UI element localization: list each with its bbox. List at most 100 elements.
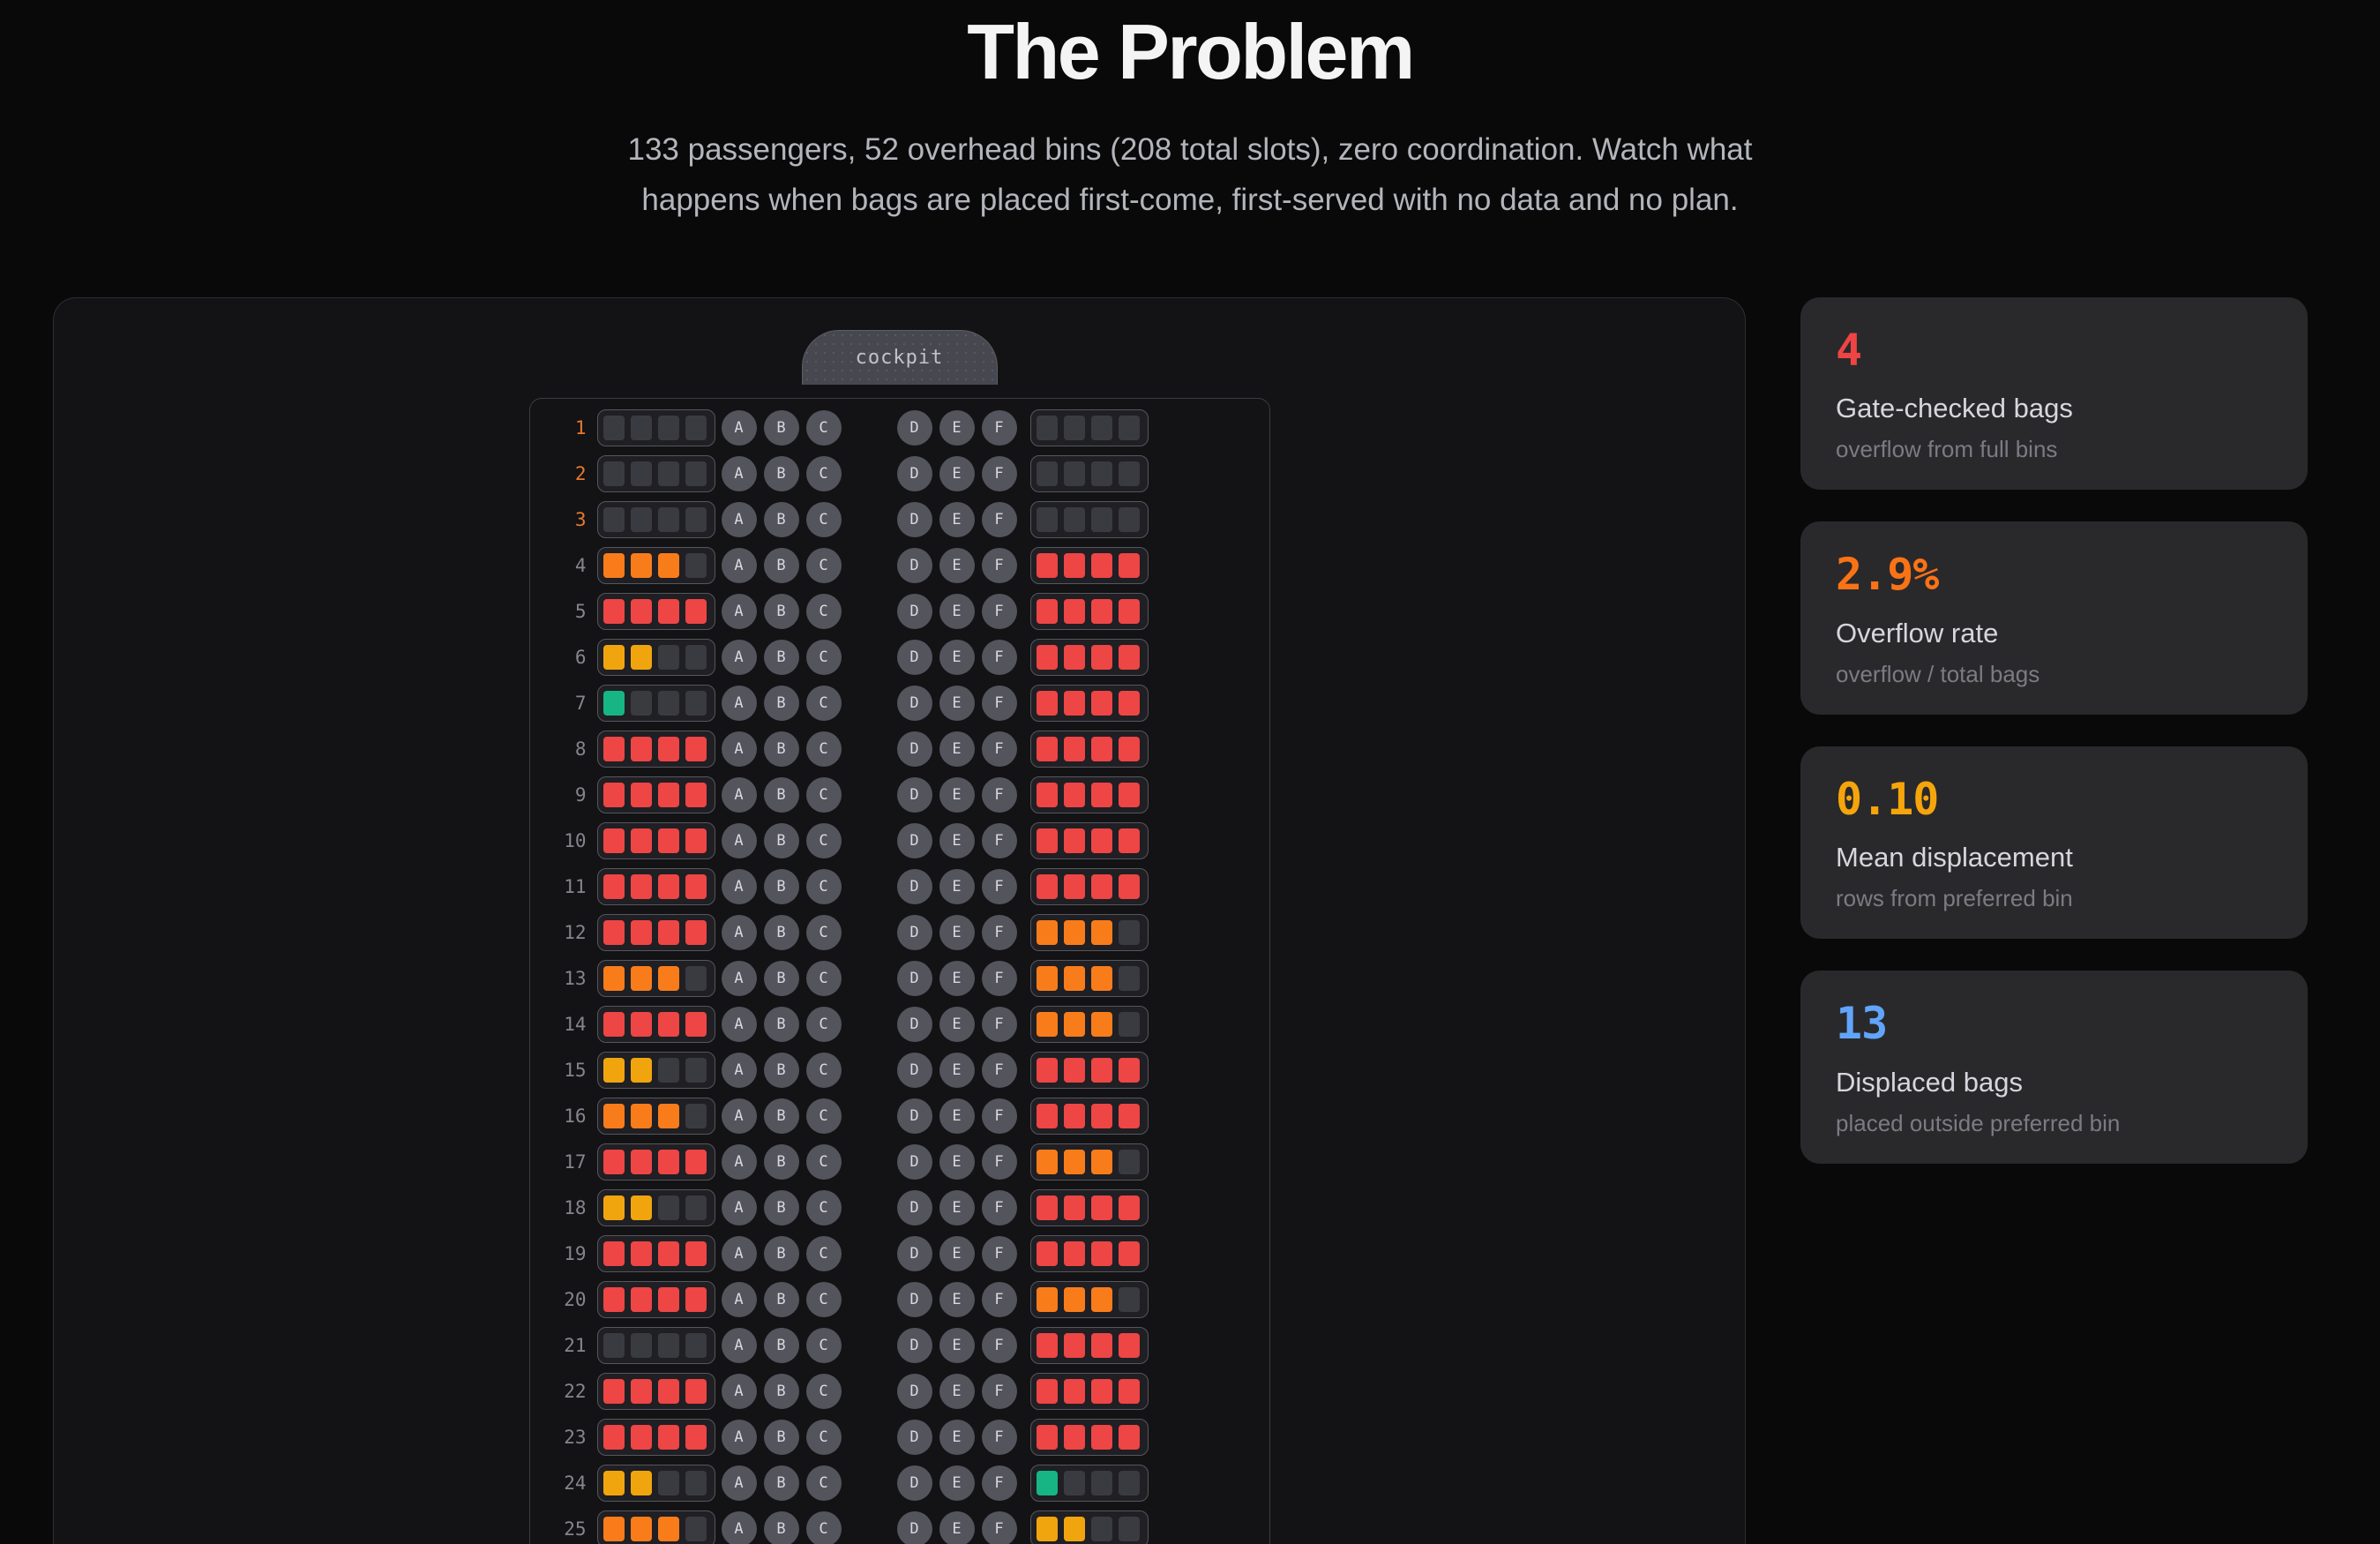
bin-slot-filled bbox=[602, 873, 625, 899]
overhead-bin-right bbox=[1029, 1143, 1149, 1180]
overhead-bin-left bbox=[596, 1510, 715, 1544]
bin-slot-filled bbox=[1036, 1286, 1058, 1312]
bin-slot-filled bbox=[1036, 1378, 1058, 1404]
stat-value: 2.9% bbox=[1836, 549, 1939, 601]
row-number: 6 bbox=[574, 646, 587, 668]
seat-D: D bbox=[896, 1327, 932, 1363]
seat-B: B bbox=[763, 1006, 799, 1042]
bin-slot-filled bbox=[1063, 1516, 1085, 1541]
bin-slot-filled bbox=[1036, 1011, 1058, 1037]
seat-A: A bbox=[721, 685, 757, 721]
bin-slot-filled bbox=[1090, 1378, 1112, 1404]
seat-D: D bbox=[896, 1143, 932, 1180]
bin-slot-filled bbox=[602, 1195, 625, 1220]
seat-C: C bbox=[805, 1098, 842, 1134]
seat-F: F bbox=[981, 501, 1017, 537]
seat-F: F bbox=[981, 1189, 1017, 1225]
seat-E: E bbox=[939, 1098, 975, 1134]
overhead-bin-left bbox=[596, 867, 715, 905]
overhead-bin-left bbox=[596, 592, 715, 630]
seat-A: A bbox=[721, 960, 757, 996]
seat-B: B bbox=[763, 1098, 799, 1134]
seat-B: B bbox=[763, 1373, 799, 1409]
bin-slot-filled bbox=[1063, 1149, 1085, 1174]
bin-slot-empty bbox=[657, 1332, 679, 1358]
overhead-bin-right bbox=[1029, 730, 1149, 768]
seat-A: A bbox=[721, 639, 757, 675]
seat-C: C bbox=[805, 960, 842, 996]
bin-slot-empty bbox=[685, 1195, 707, 1220]
seat-F: F bbox=[981, 1281, 1017, 1317]
seat-B: B bbox=[763, 914, 799, 950]
overhead-bin-right bbox=[1029, 1097, 1149, 1135]
seat-C: C bbox=[805, 685, 842, 721]
bin-slot-filled bbox=[1063, 736, 1085, 761]
row-number: 12 bbox=[564, 921, 587, 943]
overhead-bin-left bbox=[596, 1372, 715, 1410]
overhead-bin-right bbox=[1029, 1326, 1149, 1364]
row-number: 23 bbox=[564, 1426, 587, 1448]
bin-slot-filled bbox=[1090, 1424, 1112, 1450]
seat-D: D bbox=[896, 822, 932, 858]
seat-D: D bbox=[896, 409, 932, 446]
bin-slot-empty bbox=[1118, 1149, 1140, 1174]
seat-B: B bbox=[763, 1510, 799, 1544]
bin-slot-empty bbox=[1090, 461, 1112, 486]
bin-slot-filled bbox=[630, 1424, 652, 1450]
bin-slot-filled bbox=[1090, 644, 1112, 670]
bin-slot-filled bbox=[1063, 1057, 1085, 1083]
bin-slot-filled bbox=[657, 598, 679, 624]
bin-slot-filled bbox=[1090, 1195, 1112, 1220]
seat-E: E bbox=[939, 1465, 975, 1501]
seat-A: A bbox=[721, 501, 757, 537]
bin-slot-filled bbox=[602, 1378, 625, 1404]
seat-B: B bbox=[763, 455, 799, 491]
bin-slot-filled bbox=[602, 644, 625, 670]
cabin-row: 18 A B C D E F bbox=[530, 1185, 1269, 1231]
seat-F: F bbox=[981, 1235, 1017, 1271]
bin-slot-empty bbox=[685, 415, 707, 440]
seat-C: C bbox=[805, 1327, 842, 1363]
bin-slot-filled bbox=[1118, 644, 1140, 670]
bin-slot-filled bbox=[602, 1286, 625, 1312]
overhead-bin-right bbox=[1029, 959, 1149, 997]
bin-slot-empty bbox=[1063, 1470, 1085, 1495]
bin-slot-filled bbox=[685, 782, 707, 807]
bin-slot-filled bbox=[685, 736, 707, 761]
bin-slot-filled bbox=[630, 1240, 652, 1266]
seat-E: E bbox=[939, 639, 975, 675]
seat-E: E bbox=[939, 1373, 975, 1409]
bin-slot-empty bbox=[630, 690, 652, 716]
seat-B: B bbox=[763, 776, 799, 813]
bin-slot-filled bbox=[1036, 1103, 1058, 1128]
seat-E: E bbox=[939, 1510, 975, 1544]
bin-slot-empty bbox=[1090, 506, 1112, 532]
bin-slot-filled bbox=[1063, 1332, 1085, 1358]
seat-A: A bbox=[721, 914, 757, 950]
cabin-row: 23 A B C D E F bbox=[530, 1414, 1269, 1460]
bin-slot-empty bbox=[657, 1195, 679, 1220]
bin-slot-filled bbox=[602, 1149, 625, 1174]
seat-A: A bbox=[721, 1006, 757, 1042]
seat-D: D bbox=[896, 1235, 932, 1271]
seat-C: C bbox=[805, 1510, 842, 1544]
overhead-bin-right bbox=[1029, 1051, 1149, 1089]
bin-slot-filled bbox=[630, 828, 652, 853]
